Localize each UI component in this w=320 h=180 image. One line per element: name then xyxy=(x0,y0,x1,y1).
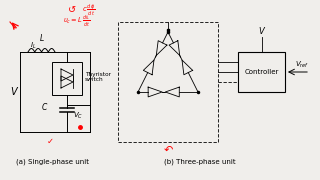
Text: $\circlearrowleft$: $\circlearrowleft$ xyxy=(66,4,78,14)
Text: C: C xyxy=(41,103,47,112)
Bar xyxy=(118,22,218,142)
Text: $I_L$: $I_L$ xyxy=(30,41,36,51)
Text: L: L xyxy=(40,34,44,43)
Bar xyxy=(52,62,82,95)
Text: $\checkmark$: $\checkmark$ xyxy=(46,137,54,146)
Text: $\curvearrowleft$: $\curvearrowleft$ xyxy=(162,144,174,154)
Text: (b) Three-phase unit: (b) Three-phase unit xyxy=(164,159,236,165)
Text: Thyristor
switch: Thyristor switch xyxy=(85,72,111,82)
Text: $\upsilon_c = L\,\frac{di_L}{dt}$: $\upsilon_c = L\,\frac{di_L}{dt}$ xyxy=(63,13,91,29)
Text: $V_{ref}$: $V_{ref}$ xyxy=(295,60,309,70)
Text: $V_C$: $V_C$ xyxy=(73,111,83,121)
Text: (a) Single-phase unit: (a) Single-phase unit xyxy=(15,159,89,165)
Text: Controller: Controller xyxy=(244,69,279,75)
Bar xyxy=(238,52,285,92)
Text: $c\,\frac{d\phi}{dt}$: $c\,\frac{d\phi}{dt}$ xyxy=(82,3,95,18)
Text: V: V xyxy=(259,27,264,36)
Text: V: V xyxy=(11,87,17,97)
